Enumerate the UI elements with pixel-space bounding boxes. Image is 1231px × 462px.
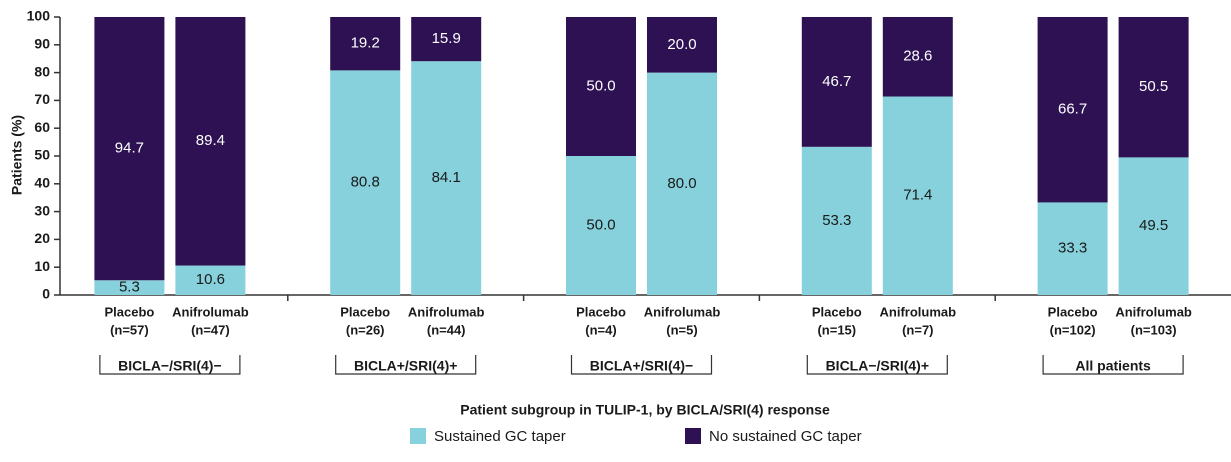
value-label: 71.4 bbox=[903, 187, 932, 204]
bar-segment bbox=[801, 17, 872, 147]
x-axis-title: Patient subgroup in TULIP-1, by BICLA/SR… bbox=[460, 402, 830, 418]
bar-segment bbox=[1118, 17, 1189, 158]
group-label: BICLA+/SRI(4)− bbox=[590, 358, 693, 374]
y-tick-label: 60 bbox=[34, 119, 50, 135]
group-bracket bbox=[335, 355, 477, 375]
value-label: 94.7 bbox=[115, 140, 144, 157]
legend-label: Sustained GC taper bbox=[434, 428, 566, 445]
bar-segment bbox=[94, 17, 165, 281]
x-tick-label: Anifrolumab bbox=[172, 304, 249, 319]
group-label: BICLA−/SRI(4)+ bbox=[826, 358, 929, 374]
bar-segment bbox=[330, 70, 401, 295]
value-label: 53.3 bbox=[822, 212, 851, 229]
bar-segment bbox=[1037, 17, 1108, 203]
group-bracket bbox=[99, 355, 241, 375]
value-label: 20.0 bbox=[667, 36, 696, 53]
x-tick-label: Anifrolumab bbox=[408, 304, 485, 319]
x-tick-label: Placebo bbox=[576, 304, 626, 319]
legend-label: No sustained GC taper bbox=[709, 428, 862, 445]
x-tick-label: Anifrolumab bbox=[1115, 304, 1192, 319]
x-tick-label: (n=103) bbox=[1131, 322, 1177, 337]
y-tick-label: 70 bbox=[34, 91, 50, 107]
group-bracket bbox=[1042, 355, 1184, 375]
value-label: 84.1 bbox=[432, 169, 461, 186]
y-tick-label: 80 bbox=[34, 63, 50, 79]
x-tick-label: Anifrolumab bbox=[644, 304, 721, 319]
group-bracket bbox=[806, 355, 948, 375]
bar-segment bbox=[566, 17, 636, 156]
value-label: 28.6 bbox=[903, 48, 932, 65]
value-label: 49.5 bbox=[1139, 217, 1168, 234]
value-label: 19.2 bbox=[351, 35, 380, 52]
bar-segment bbox=[411, 17, 482, 62]
value-label: 46.7 bbox=[822, 73, 851, 90]
group-label: All patients bbox=[1075, 358, 1151, 374]
x-tick-label: (n=26) bbox=[346, 322, 385, 337]
x-tick-label: (n=102) bbox=[1050, 322, 1096, 337]
x-tick-label: Placebo bbox=[104, 304, 154, 319]
bar-segment bbox=[1118, 157, 1189, 295]
x-tick-label: (n=44) bbox=[427, 322, 466, 337]
bar-segment bbox=[882, 96, 953, 296]
value-label: 5.3 bbox=[119, 279, 140, 296]
y-tick-label: 90 bbox=[34, 36, 50, 52]
x-tick-label: Placebo bbox=[812, 304, 862, 319]
y-tick-label: 0 bbox=[42, 286, 50, 302]
bar-segment bbox=[566, 156, 636, 295]
x-tick-label: Anifrolumab bbox=[880, 304, 957, 319]
bar-segment bbox=[882, 17, 953, 97]
bar-segment bbox=[411, 61, 482, 296]
x-tick-label: (n=5) bbox=[666, 322, 697, 337]
value-label: 10.6 bbox=[196, 271, 225, 288]
y-tick-label: 50 bbox=[34, 147, 50, 163]
value-label: 33.3 bbox=[1058, 240, 1087, 257]
legend-swatch bbox=[685, 428, 701, 444]
value-label: 15.9 bbox=[432, 30, 461, 47]
value-label: 80.0 bbox=[667, 175, 696, 192]
group-bracket bbox=[570, 355, 713, 375]
x-tick-label: (n=15) bbox=[817, 322, 856, 337]
y-tick-label: 40 bbox=[34, 175, 50, 191]
value-label: 50.0 bbox=[586, 216, 615, 233]
y-tick-label: 100 bbox=[27, 8, 51, 24]
value-label: 50.5 bbox=[1139, 78, 1168, 95]
y-tick-label: 20 bbox=[34, 230, 50, 246]
x-tick-label: (n=57) bbox=[110, 322, 149, 337]
bar-segment bbox=[801, 146, 872, 295]
value-label: 50.0 bbox=[586, 77, 615, 94]
bar-segment bbox=[1037, 202, 1108, 295]
y-tick-label: 10 bbox=[34, 258, 50, 274]
bar-segment bbox=[330, 17, 401, 71]
bar-segment bbox=[94, 280, 165, 295]
group-label: BICLA−/SRI(4)− bbox=[118, 358, 221, 374]
legend-swatch bbox=[410, 428, 426, 444]
bar-segment bbox=[175, 265, 246, 295]
x-tick-label: (n=7) bbox=[902, 322, 933, 337]
value-label: 80.8 bbox=[351, 174, 380, 191]
x-tick-label: (n=47) bbox=[191, 322, 230, 337]
value-label: 66.7 bbox=[1058, 101, 1087, 118]
group-label: BICLA+/SRI(4)+ bbox=[354, 358, 457, 374]
y-tick-label: 30 bbox=[34, 202, 50, 218]
x-tick-label: (n=4) bbox=[585, 322, 616, 337]
x-tick-label: Placebo bbox=[340, 304, 390, 319]
value-label: 89.4 bbox=[196, 132, 225, 149]
bar-segment bbox=[175, 17, 246, 266]
y-axis-title: Patients (%) bbox=[9, 115, 25, 195]
x-tick-label: Placebo bbox=[1048, 304, 1098, 319]
bar-segment bbox=[647, 72, 717, 295]
bar-segment bbox=[647, 17, 717, 73]
